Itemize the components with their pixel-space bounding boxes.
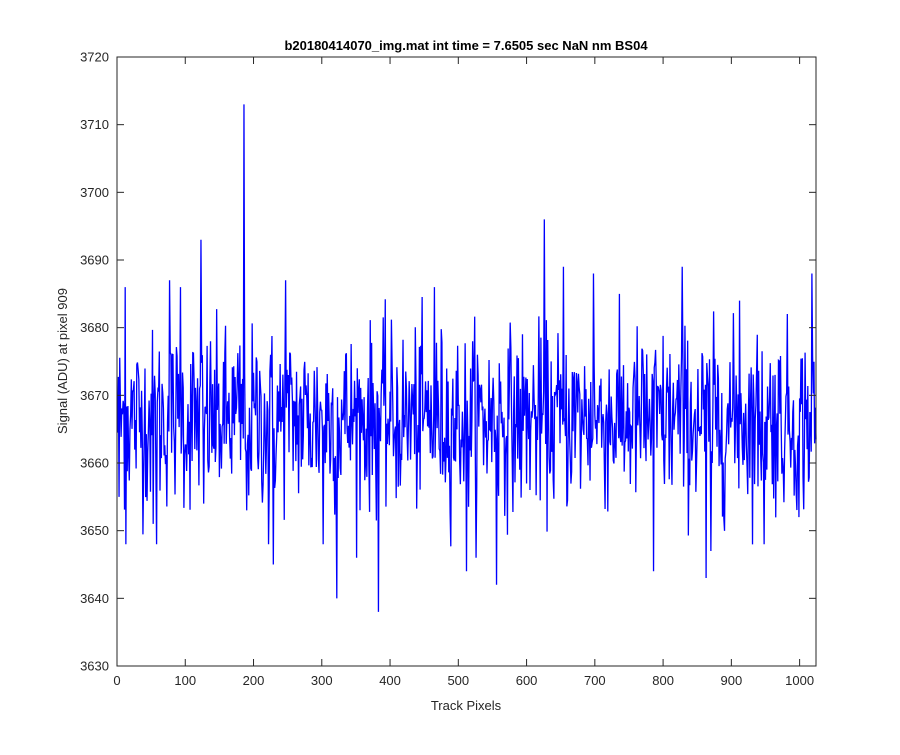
x-tick-label: 600 bbox=[516, 673, 538, 688]
x-tick-label: 100 bbox=[174, 673, 196, 688]
x-tick-label: 500 bbox=[447, 673, 469, 688]
x-tick-label: 1000 bbox=[785, 673, 814, 688]
y-axis-label: Signal (ADU) at pixel 909 bbox=[55, 288, 70, 434]
y-tick-label: 3710 bbox=[80, 117, 109, 132]
plot-area bbox=[117, 57, 816, 666]
y-tick-label: 3700 bbox=[80, 185, 109, 200]
series-layer bbox=[117, 104, 817, 612]
x-tick-label: 200 bbox=[243, 673, 265, 688]
x-tick-label: 900 bbox=[721, 673, 743, 688]
y-tick-label: 3640 bbox=[80, 591, 109, 606]
y-tick-label: 3670 bbox=[80, 388, 109, 403]
axes-box bbox=[116, 56, 817, 667]
y-tick-label: 3630 bbox=[80, 659, 109, 674]
x-tick-label: 0 bbox=[113, 673, 120, 688]
y-tick-label: 3720 bbox=[80, 50, 109, 65]
y-tick-label: 3660 bbox=[80, 456, 109, 471]
axes-layer: 0 100 200 300 400 500 600 700 800 900 1000 3630 3640… bbox=[80, 50, 817, 688]
x-tick-label: 300 bbox=[311, 673, 333, 688]
x-axis-label: Track Pixels bbox=[431, 698, 502, 713]
y-tick-label: 3650 bbox=[80, 523, 109, 538]
x-tick-label: 400 bbox=[379, 673, 401, 688]
series-line bbox=[117, 104, 817, 612]
x-tick-label: 800 bbox=[652, 673, 674, 688]
x-tick-label: 700 bbox=[584, 673, 606, 688]
chart-title: b20180414070_img.mat int time = 7.6505 s… bbox=[284, 38, 648, 53]
y-tick-label: 3680 bbox=[80, 320, 109, 335]
y-tick-label: 3690 bbox=[80, 253, 109, 268]
